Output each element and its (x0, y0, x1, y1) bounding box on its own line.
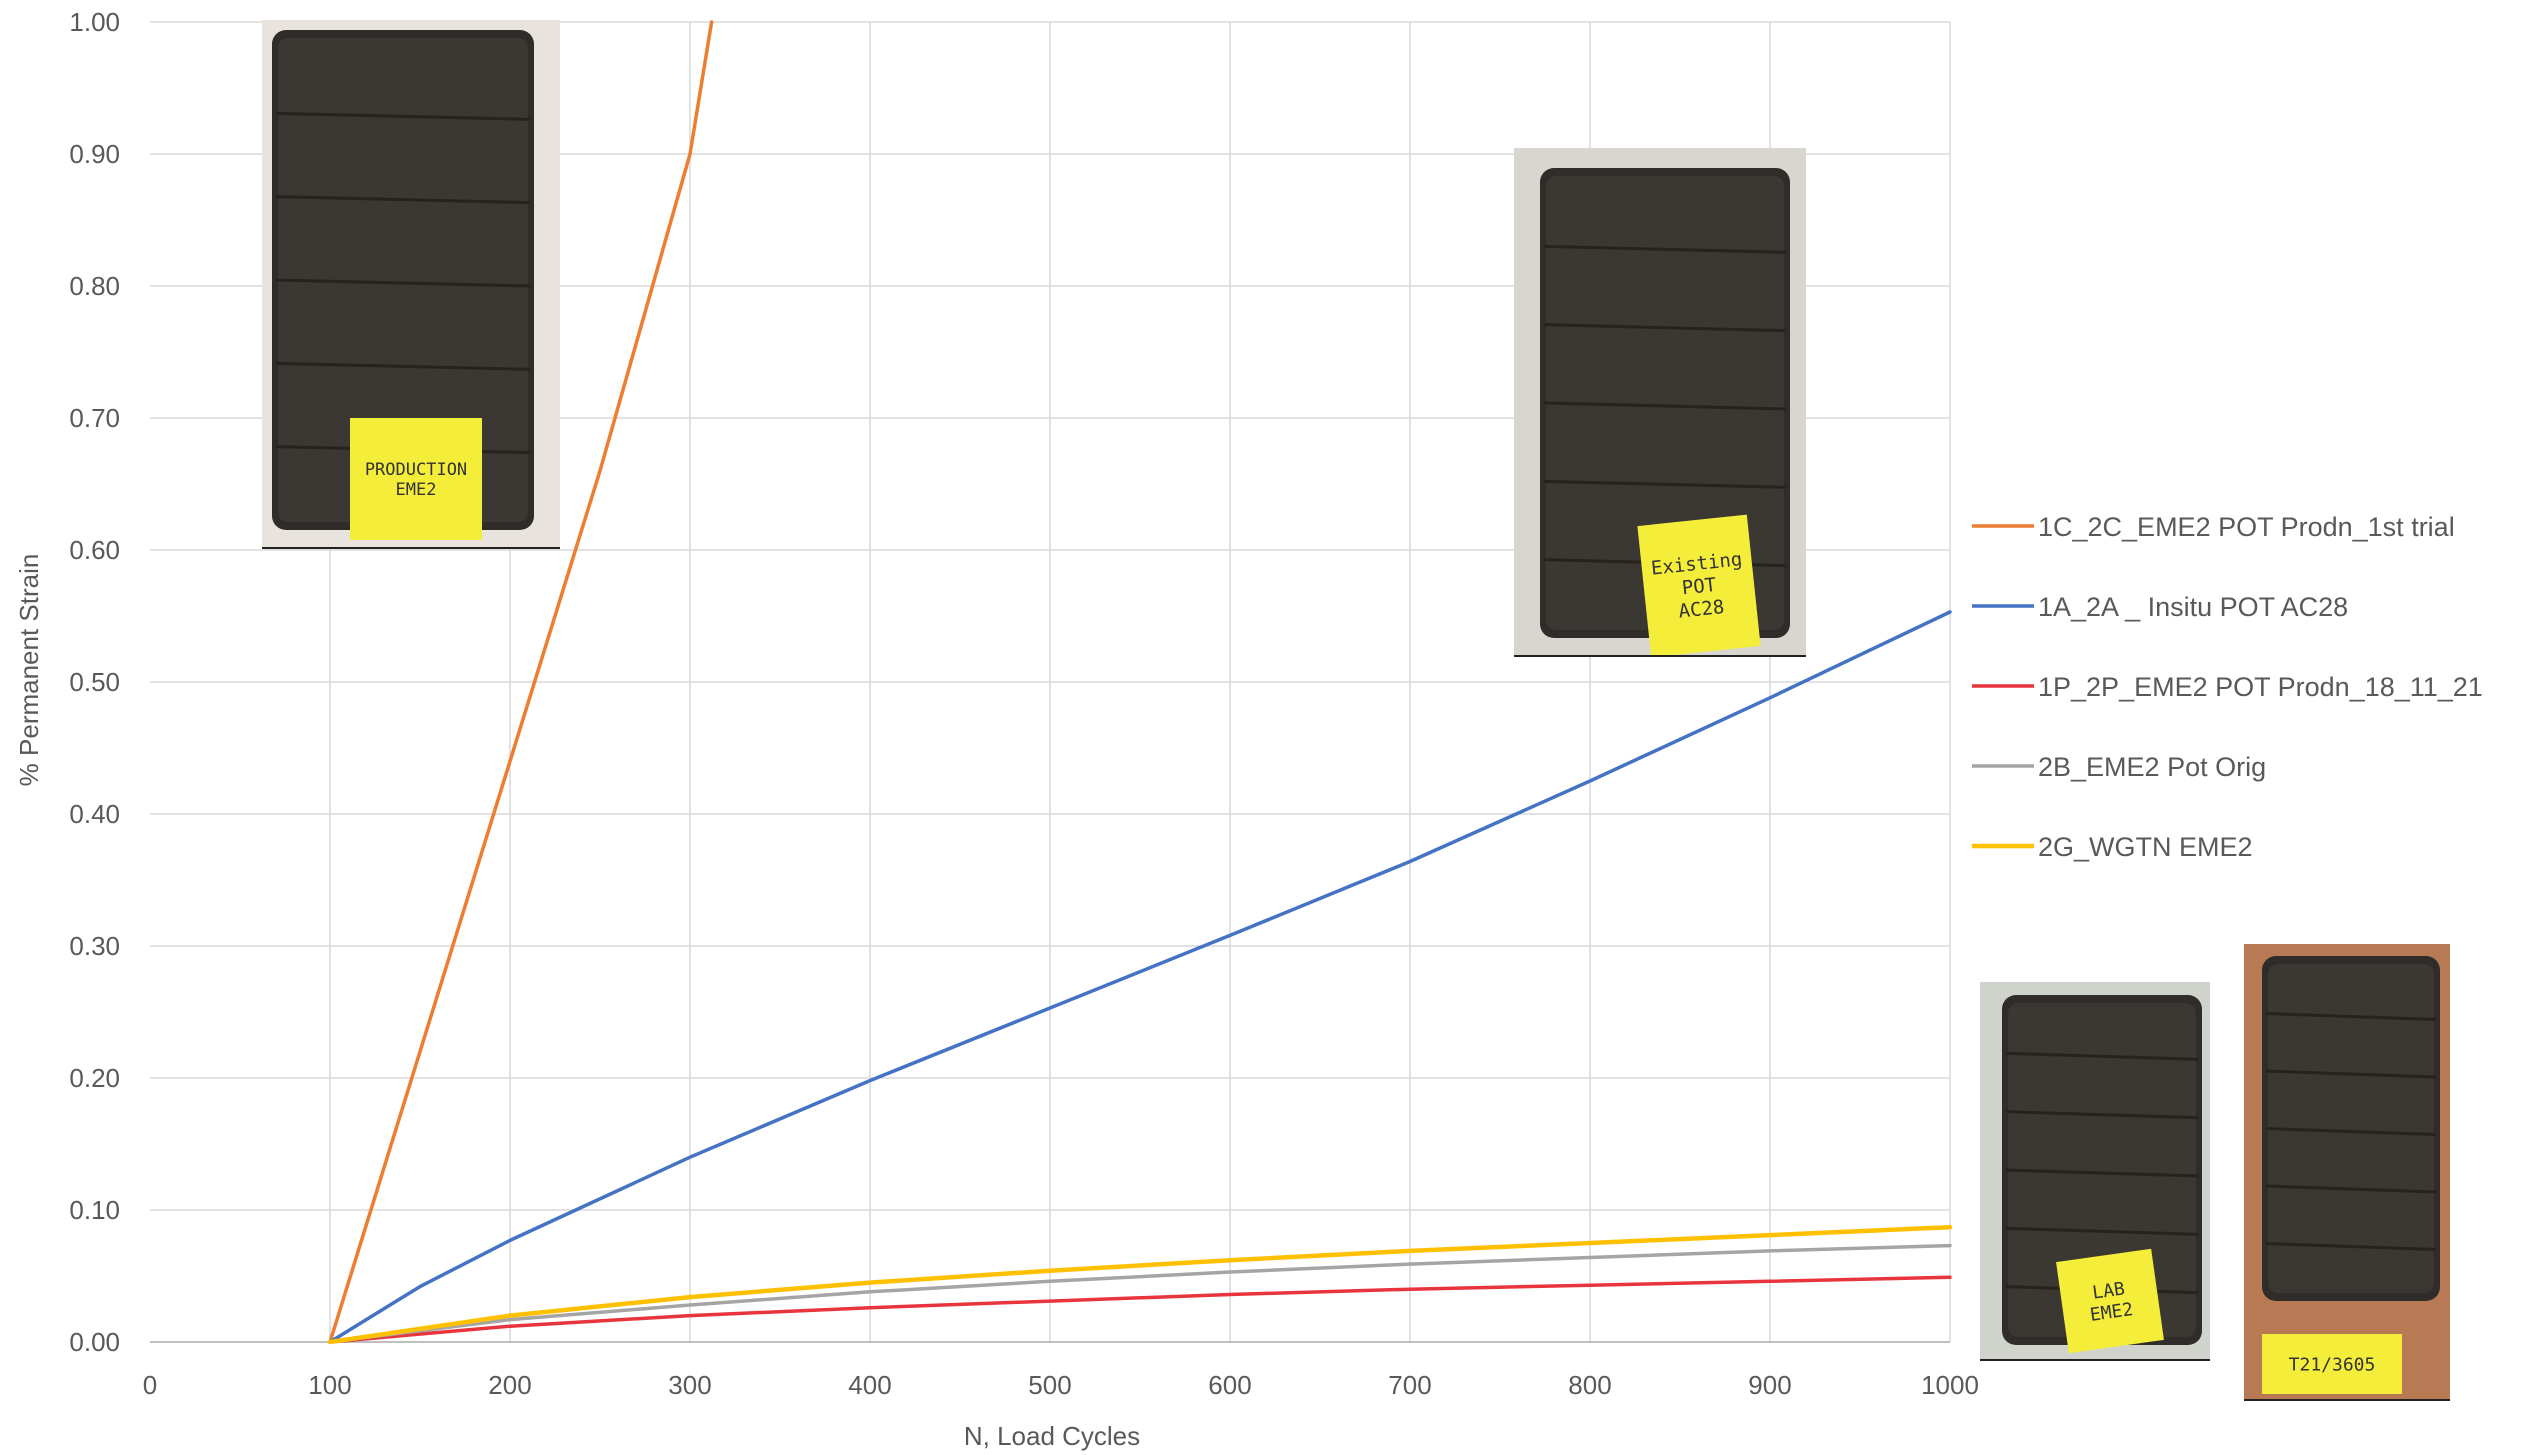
series-line (327, 1224, 1953, 1345)
y-tick-label: 0.20 (69, 1063, 120, 1093)
x-tick-label: 800 (1568, 1370, 1611, 1400)
x-tick-label: 1000 (1921, 1370, 1979, 1400)
photo-note-text: EME2 (396, 480, 437, 500)
y-tick-label: 0.80 (69, 271, 120, 301)
x-tick-label: 0 (143, 1370, 157, 1400)
photo-note-text: AC28 (1678, 596, 1726, 623)
y-tick-label: 0.50 (69, 667, 120, 697)
x-tick-label: 400 (848, 1370, 891, 1400)
y-tick-label: 0.30 (69, 931, 120, 961)
x-axis-title: N, Load Cycles (964, 1421, 1140, 1451)
legend-label: 1C_2C_EME2 POT Prodn_1st trial (2038, 512, 2455, 542)
y-tick-label: 0.90 (69, 139, 120, 169)
x-tick-labels: 0 100 200 300 400 500 600 700 800 900 1000 (143, 1370, 1979, 1400)
y-tick-label: 0.60 (69, 535, 120, 565)
y-tick-label: 0.00 (69, 1327, 120, 1357)
legend-label: 1P_2P_EME2 POT Prodn_18_11_21 (2038, 672, 2483, 702)
x-tick-label: 200 (488, 1370, 531, 1400)
photo-note-text: T21/3605 (2289, 1354, 2376, 1375)
x-tick-label: 600 (1208, 1370, 1251, 1400)
y-tick-label: 1.00 (69, 7, 120, 37)
y-tick-label: 0.40 (69, 799, 120, 829)
series-lines (327, 20, 1953, 1345)
series-line (328, 20, 714, 1344)
photo-note-text: PRODUCTION (365, 460, 467, 480)
y-axis-title: % Permanent Strain (14, 554, 44, 787)
photo-note-text: POT (1681, 574, 1717, 599)
specimen-photos: PRODUCTIONEME2ExistingPOTAC28LABEME2T21/… (262, 20, 2450, 1401)
legend: 1C_2C_EME2 POT Prodn_1st trial 1A_2A _ In… (1972, 512, 2483, 862)
x-tick-label: 100 (308, 1370, 351, 1400)
legend-label: 1A_2A _ Insitu POT AC28 (2038, 592, 2348, 622)
photo-note-text: LAB (2091, 1278, 2126, 1303)
t21-specimen-photo: T21/3605 (2244, 944, 2450, 1401)
y-tick-label: 0.70 (69, 403, 120, 433)
legend-label: 2G_WGTN EME2 (2038, 832, 2253, 862)
series-line (328, 1243, 1952, 1344)
x-tick-label: 500 (1028, 1370, 1071, 1400)
y-tick-label: 0.10 (69, 1195, 120, 1225)
series-line (328, 610, 1952, 1344)
y-tick-labels: 0.00 0.10 0.20 0.30 0.40 0.50 0.60 0.70 0.80 0.90… (69, 7, 120, 1357)
legend-label: 2B_EME2 Pot Orig (2038, 752, 2266, 782)
x-tick-label: 300 (668, 1370, 711, 1400)
x-tick-label: 900 (1748, 1370, 1791, 1400)
series-line (328, 1275, 1952, 1344)
x-tick-label: 700 (1388, 1370, 1431, 1400)
